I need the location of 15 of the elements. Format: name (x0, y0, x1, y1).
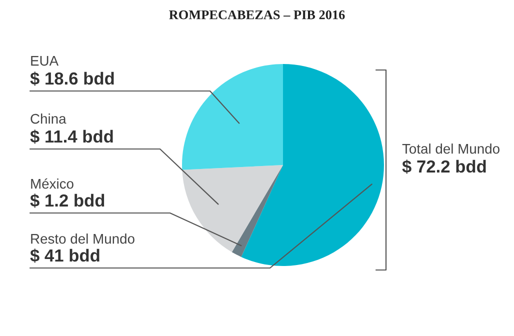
chart-title: ROMPECABEZAS – PIB 2016 (169, 10, 345, 20)
slice-label: China (30, 114, 66, 124)
pie-slice (182, 64, 283, 170)
pie-slice (241, 64, 384, 266)
data-label: $ 18.6 bdd (30, 72, 114, 86)
slice-label: México (31, 178, 74, 189)
pie-slice (232, 165, 283, 257)
pie-slice (182, 165, 283, 252)
slice-label: Resto del Mundo (31, 234, 134, 244)
data-label: $ 11.4 bdd (30, 130, 113, 144)
slice-label: EUA (31, 56, 59, 66)
text: Total del Mundo (402, 144, 500, 154)
text: $ 72.2 bdd (402, 160, 486, 174)
data-label: $ 1.2 bdd (30, 194, 104, 208)
data-label: $ 41 bdd (30, 248, 100, 263)
